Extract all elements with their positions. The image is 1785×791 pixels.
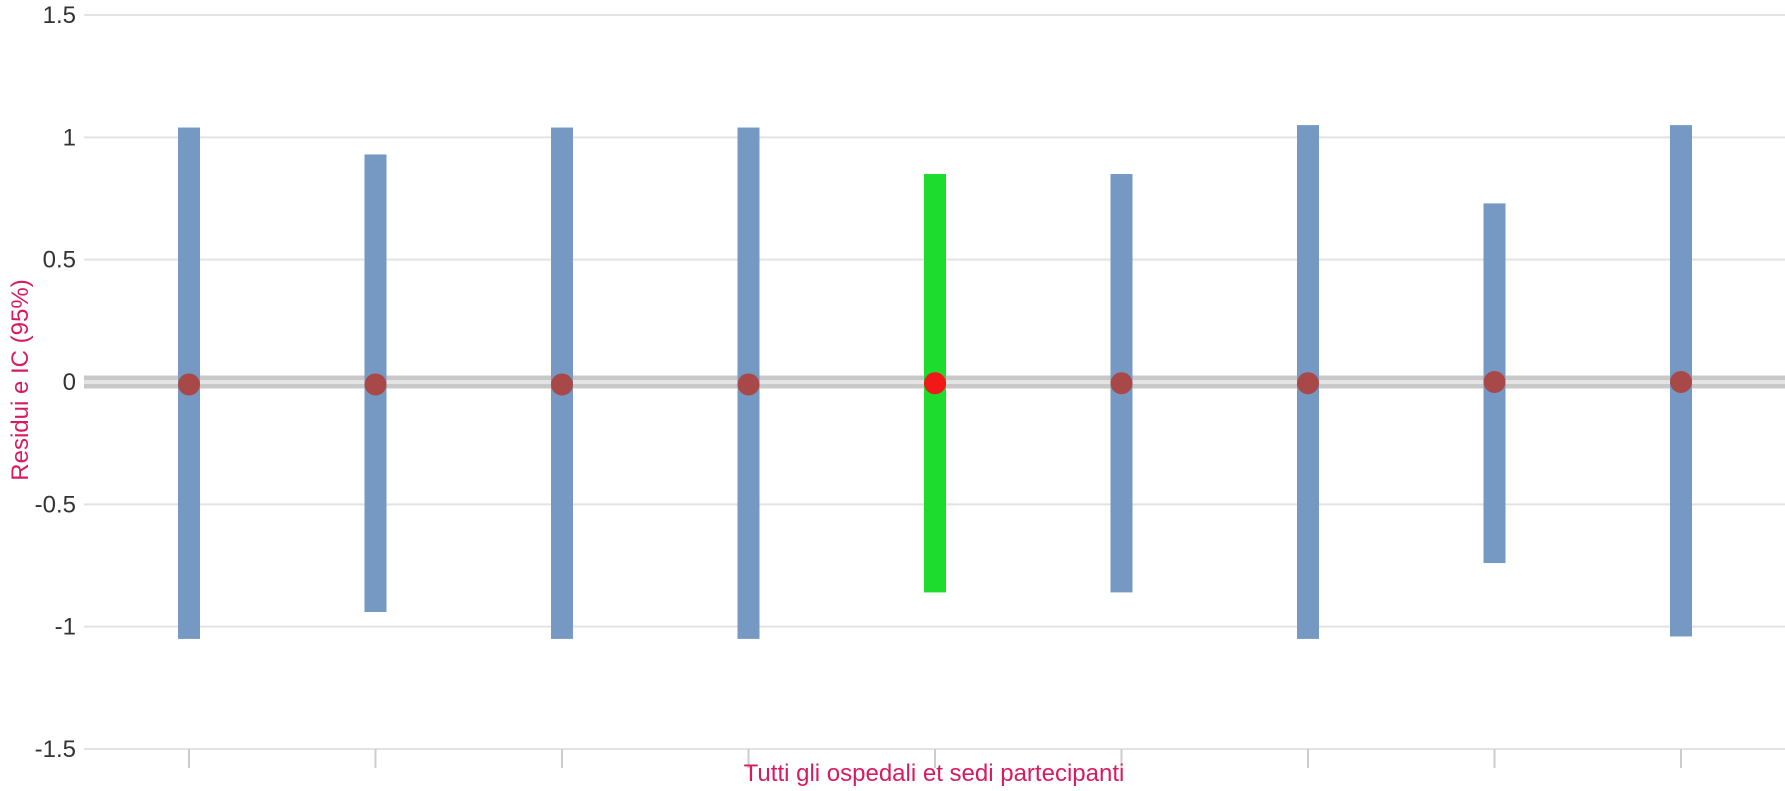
residual-point-highlighted xyxy=(924,372,946,395)
y-tick-label: 1.5 xyxy=(43,2,76,29)
residual-point xyxy=(1483,371,1506,393)
x-axis-title: Tutti gli ospedali et sedi partecipanti xyxy=(744,760,1125,787)
residual-point xyxy=(178,373,200,396)
y-tick-label: 1 xyxy=(63,124,76,151)
y-axis-title: Residui e IC (95%) xyxy=(7,279,34,480)
residual-point xyxy=(1670,371,1692,393)
residual-point xyxy=(1110,372,1133,395)
residual-markers xyxy=(178,371,1692,396)
y-tick-label: 0.5 xyxy=(43,247,76,274)
x-axis-ticks xyxy=(188,749,1682,768)
residual-point xyxy=(737,373,760,396)
y-tick-label: 0 xyxy=(63,369,76,396)
y-tick-label: -1.5 xyxy=(35,736,76,763)
y-tick-label: -0.5 xyxy=(35,491,76,518)
y-axis-tick-labels: 1.5 1 0.5 0 -0.5 -1 -1.5 xyxy=(35,2,76,763)
y-tick-label: -1 xyxy=(55,614,76,641)
residual-point xyxy=(1297,372,1319,395)
residual-point xyxy=(364,373,387,396)
residual-point xyxy=(551,373,573,396)
